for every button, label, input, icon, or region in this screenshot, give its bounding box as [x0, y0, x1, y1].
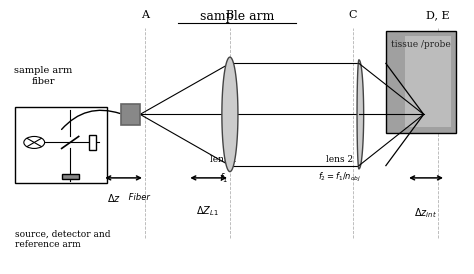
Text: C: C — [348, 10, 357, 20]
Text: A: A — [141, 10, 149, 20]
Bar — [405, 36, 451, 127]
Polygon shape — [222, 57, 238, 172]
Text: $f_1$: $f_1$ — [219, 171, 228, 185]
Text: $\Delta z_{int}$: $\Delta z_{int}$ — [414, 207, 437, 220]
Text: sample arm
fiber: sample arm fiber — [14, 66, 73, 85]
Text: Fiber: Fiber — [126, 193, 150, 202]
Text: $\Delta Z_{L1}$: $\Delta Z_{L1}$ — [196, 204, 219, 218]
Bar — [15, 107, 107, 183]
Text: sample arm: sample arm — [200, 10, 274, 23]
Text: lens 2: lens 2 — [327, 155, 354, 164]
Text: source, detector and
reference arm: source, detector and reference arm — [15, 229, 110, 249]
Polygon shape — [357, 60, 364, 169]
Text: B: B — [226, 10, 234, 20]
Bar — [89, 135, 96, 150]
Text: $\Delta z$: $\Delta z$ — [107, 192, 121, 204]
Text: D, E: D, E — [426, 10, 450, 20]
Text: $f_2 = f_1 / n_{obj}$: $f_2 = f_1 / n_{obj}$ — [319, 171, 362, 184]
Text: lens 1: lens 1 — [210, 155, 237, 164]
Bar — [62, 174, 79, 179]
Bar — [386, 31, 456, 133]
Bar — [121, 104, 140, 125]
Text: tissue /probe: tissue /probe — [391, 40, 451, 49]
